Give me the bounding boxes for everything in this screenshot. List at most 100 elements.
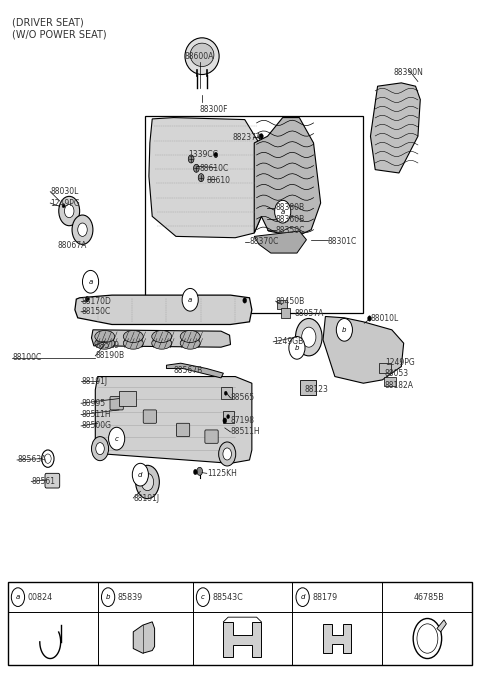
Text: (DRIVER SEAT): (DRIVER SEAT): [12, 17, 84, 28]
FancyBboxPatch shape: [177, 423, 190, 437]
Text: 88123: 88123: [305, 386, 329, 394]
Circle shape: [214, 152, 218, 157]
Circle shape: [275, 201, 291, 223]
Text: 88561: 88561: [31, 477, 55, 486]
Circle shape: [59, 197, 80, 225]
Text: 88350C: 88350C: [276, 226, 305, 235]
Circle shape: [188, 155, 194, 163]
Text: 88370C: 88370C: [250, 237, 279, 246]
Circle shape: [85, 296, 89, 302]
Text: 1125KH: 1125KH: [207, 469, 237, 478]
Ellipse shape: [123, 337, 143, 349]
Polygon shape: [323, 316, 404, 383]
Circle shape: [296, 318, 322, 356]
Text: b: b: [342, 327, 347, 333]
Text: 46785B: 46785B: [413, 593, 444, 602]
Text: 88519: 88519: [96, 341, 120, 350]
Circle shape: [141, 473, 154, 491]
Text: 1249PG: 1249PG: [384, 358, 414, 367]
Circle shape: [96, 443, 104, 455]
Circle shape: [224, 391, 227, 395]
Polygon shape: [167, 363, 223, 378]
Circle shape: [83, 271, 98, 293]
Polygon shape: [149, 118, 261, 238]
Text: 88053: 88053: [384, 369, 409, 378]
Circle shape: [296, 588, 309, 606]
Circle shape: [219, 442, 236, 466]
Ellipse shape: [152, 330, 172, 343]
Text: 1249GB: 1249GB: [273, 337, 303, 347]
Circle shape: [413, 618, 442, 659]
FancyBboxPatch shape: [223, 411, 234, 423]
Circle shape: [243, 297, 247, 303]
Bar: [8, 582, 472, 665]
Circle shape: [301, 327, 316, 347]
Circle shape: [227, 415, 229, 419]
Text: 88360B: 88360B: [276, 215, 305, 223]
Polygon shape: [323, 624, 351, 653]
Circle shape: [368, 316, 372, 321]
Text: 00824: 00824: [27, 593, 53, 602]
Circle shape: [193, 469, 197, 474]
Polygon shape: [133, 622, 155, 653]
FancyBboxPatch shape: [277, 299, 287, 309]
Polygon shape: [75, 295, 252, 324]
Text: 88057A: 88057A: [295, 309, 324, 318]
Circle shape: [108, 427, 125, 450]
FancyBboxPatch shape: [384, 377, 396, 386]
Text: 88170D: 88170D: [81, 297, 111, 306]
Polygon shape: [92, 330, 230, 347]
Text: 88511H: 88511H: [81, 410, 111, 419]
Text: d: d: [300, 594, 305, 600]
Ellipse shape: [123, 330, 143, 343]
Ellipse shape: [180, 330, 200, 343]
Polygon shape: [223, 622, 261, 658]
Text: 88995: 88995: [81, 398, 105, 408]
FancyBboxPatch shape: [205, 430, 218, 444]
Text: 88450B: 88450B: [276, 297, 305, 306]
Polygon shape: [254, 231, 306, 253]
Ellipse shape: [95, 337, 115, 349]
Text: 88182A: 88182A: [384, 381, 414, 390]
Circle shape: [198, 174, 204, 182]
Circle shape: [132, 463, 148, 486]
Ellipse shape: [185, 38, 219, 75]
Text: a: a: [88, 279, 93, 285]
FancyBboxPatch shape: [45, 473, 60, 488]
Circle shape: [417, 624, 438, 653]
Text: 88301C: 88301C: [328, 237, 357, 246]
Text: 88610C: 88610C: [200, 164, 229, 173]
Text: 88150C: 88150C: [81, 308, 110, 316]
Text: a: a: [281, 209, 285, 215]
Circle shape: [72, 215, 93, 244]
Polygon shape: [96, 377, 252, 463]
Circle shape: [101, 588, 115, 606]
Circle shape: [45, 454, 51, 463]
Text: c: c: [201, 594, 205, 600]
Text: 88610: 88610: [207, 176, 231, 185]
Circle shape: [336, 318, 352, 341]
Text: 88511H: 88511H: [230, 427, 260, 437]
Text: 88500G: 88500G: [81, 421, 111, 431]
Text: c: c: [115, 435, 119, 441]
Circle shape: [193, 164, 199, 172]
Circle shape: [223, 418, 227, 423]
Text: d: d: [138, 472, 143, 478]
FancyBboxPatch shape: [119, 391, 136, 406]
Text: 85839: 85839: [118, 593, 143, 602]
Ellipse shape: [152, 337, 172, 349]
Text: 88237A: 88237A: [233, 133, 262, 142]
FancyBboxPatch shape: [380, 363, 391, 373]
Circle shape: [289, 336, 305, 359]
Circle shape: [62, 204, 65, 208]
Text: 1339CC: 1339CC: [188, 151, 218, 160]
Text: 88191J: 88191J: [133, 493, 159, 503]
Text: 88067A: 88067A: [57, 240, 87, 250]
Text: b: b: [295, 345, 299, 351]
Text: 88100C: 88100C: [12, 353, 41, 362]
Circle shape: [64, 205, 74, 217]
Circle shape: [12, 588, 24, 606]
Polygon shape: [254, 118, 321, 236]
FancyBboxPatch shape: [145, 116, 363, 313]
Ellipse shape: [95, 330, 115, 343]
